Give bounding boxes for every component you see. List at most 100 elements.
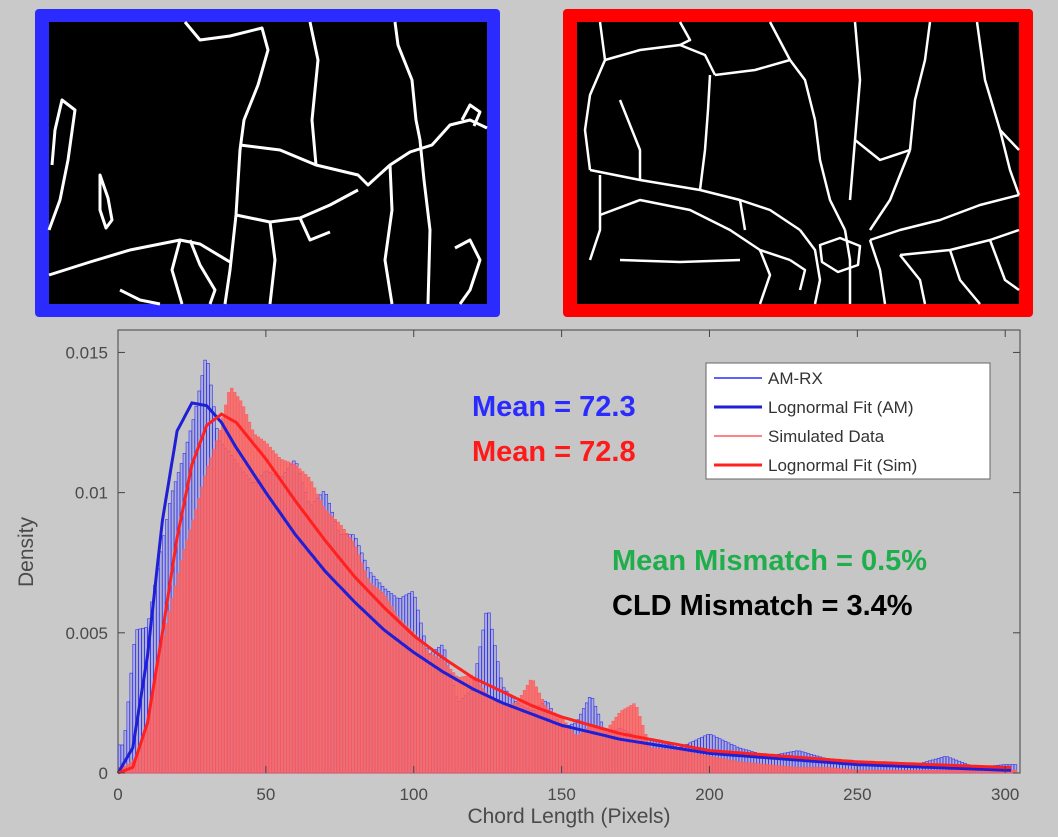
simulated-bar (203, 475, 207, 774)
simulated-bar (531, 680, 536, 774)
sim-grain-boundaries (583, 21, 1021, 305)
simulated-bar (380, 592, 385, 774)
simulated-bar (194, 509, 198, 774)
simulated-bar (463, 675, 468, 774)
simulated-bar (191, 519, 195, 774)
simulated-bar (886, 769, 890, 774)
simulated-bar (848, 769, 852, 774)
simulated-bar (304, 474, 308, 774)
simulated-bar (383, 595, 388, 774)
simulated-bar (611, 720, 615, 774)
simulated-bar (892, 769, 896, 774)
y-tick-label: 0.015 (65, 343, 108, 362)
simulated-bar (416, 638, 420, 774)
simulated-bar (481, 688, 485, 774)
simulated-bar (224, 404, 228, 774)
simulated-bar (301, 471, 305, 774)
x-axis-label: Chord Length (Pixels) (467, 805, 670, 828)
simulated-bar (357, 554, 361, 774)
legend: AM-RX Lognormal Fit (AM) Simulated Data … (705, 362, 991, 480)
x-tick-label: 0 (113, 785, 122, 804)
simulated-bar (638, 716, 642, 774)
simulated-bar (797, 767, 802, 774)
simulated-bar (490, 697, 494, 774)
simulated-bar (466, 675, 470, 774)
legend-item-am-rx: AM-RX (768, 369, 823, 388)
simulated-bar (579, 732, 583, 774)
simulated-bar (933, 769, 938, 774)
simulated-bar (632, 703, 636, 774)
simulated-bar (945, 769, 950, 774)
simulated-bar (443, 662, 447, 774)
simulated-bar (327, 513, 331, 774)
simulated-bar (830, 767, 834, 774)
simulated-bar (564, 722, 568, 774)
simulated-bar (821, 767, 825, 774)
simulated-bar (697, 753, 701, 774)
simulated-bar (582, 730, 586, 774)
simulated-bar (652, 747, 657, 774)
simulated-microstructure-panel (563, 9, 1033, 317)
simulated-bar (513, 702, 518, 774)
simulated-bar (732, 760, 737, 774)
simulated-bar (963, 769, 967, 774)
simulated-bar (951, 769, 955, 774)
x-tick-label: 150 (547, 785, 575, 804)
simulated-bar (916, 769, 920, 774)
am-rx-bar (132, 644, 136, 774)
simulated-bar (939, 769, 944, 774)
simulated-bar (584, 728, 589, 774)
simulated-bar (783, 765, 787, 774)
simulated-bar (197, 497, 201, 774)
simulated-bar (919, 769, 923, 774)
simulated-bar (789, 766, 793, 774)
simulated-bar (256, 436, 261, 774)
x-axis-ticks: 0 50 100 150 200 250 300 (113, 330, 1019, 804)
simulated-bar (780, 765, 784, 774)
simulated-bar (774, 764, 778, 774)
simulated-bar (791, 766, 796, 774)
simulated-bar (859, 769, 864, 774)
simulated-bar (274, 453, 278, 774)
simulated-bar (883, 769, 887, 774)
simulated-bar (738, 761, 743, 774)
simulated-bar (484, 692, 488, 774)
legend-item-sim: Simulated Data (768, 427, 885, 446)
simulated-bar (182, 549, 187, 774)
simulated-bar (253, 434, 258, 774)
simulated-bar (694, 753, 698, 774)
mean-am-annotation: Mean = 72.3 (472, 391, 636, 423)
simulated-bar (803, 767, 808, 774)
simulated-bar (647, 742, 651, 774)
x-tick-label: 300 (991, 785, 1019, 804)
simulated-bar (247, 421, 252, 774)
simulated-bar (212, 448, 216, 774)
simulated-bar (865, 769, 870, 774)
simulated-bar (451, 672, 456, 774)
simulated-bar (661, 748, 666, 774)
simulated-bar (617, 712, 621, 774)
simulated-bar (333, 518, 337, 774)
simulated-bar (487, 695, 491, 774)
simulated-bar (889, 769, 893, 774)
simulated-bar (720, 758, 725, 774)
simulated-bar (454, 675, 459, 774)
simulated-bar (735, 761, 740, 774)
simulated-bar (786, 766, 790, 774)
simulated-bar (747, 762, 751, 774)
simulated-bar (425, 650, 429, 774)
simulated-bar (712, 756, 716, 774)
simulated-bar (505, 704, 509, 774)
simulated-bar (374, 587, 379, 774)
simulated-bar (448, 668, 453, 774)
simulated-bar (493, 699, 497, 774)
y-axis-ticks: 0 0.005 0.01 0.015 (65, 343, 1020, 783)
simulated-bar (762, 763, 766, 774)
simulated-bar (800, 767, 805, 774)
simulated-bar (460, 676, 465, 774)
simulated-bar (295, 465, 299, 774)
x-tick-label: 250 (843, 785, 871, 804)
simulated-bar (516, 700, 521, 774)
